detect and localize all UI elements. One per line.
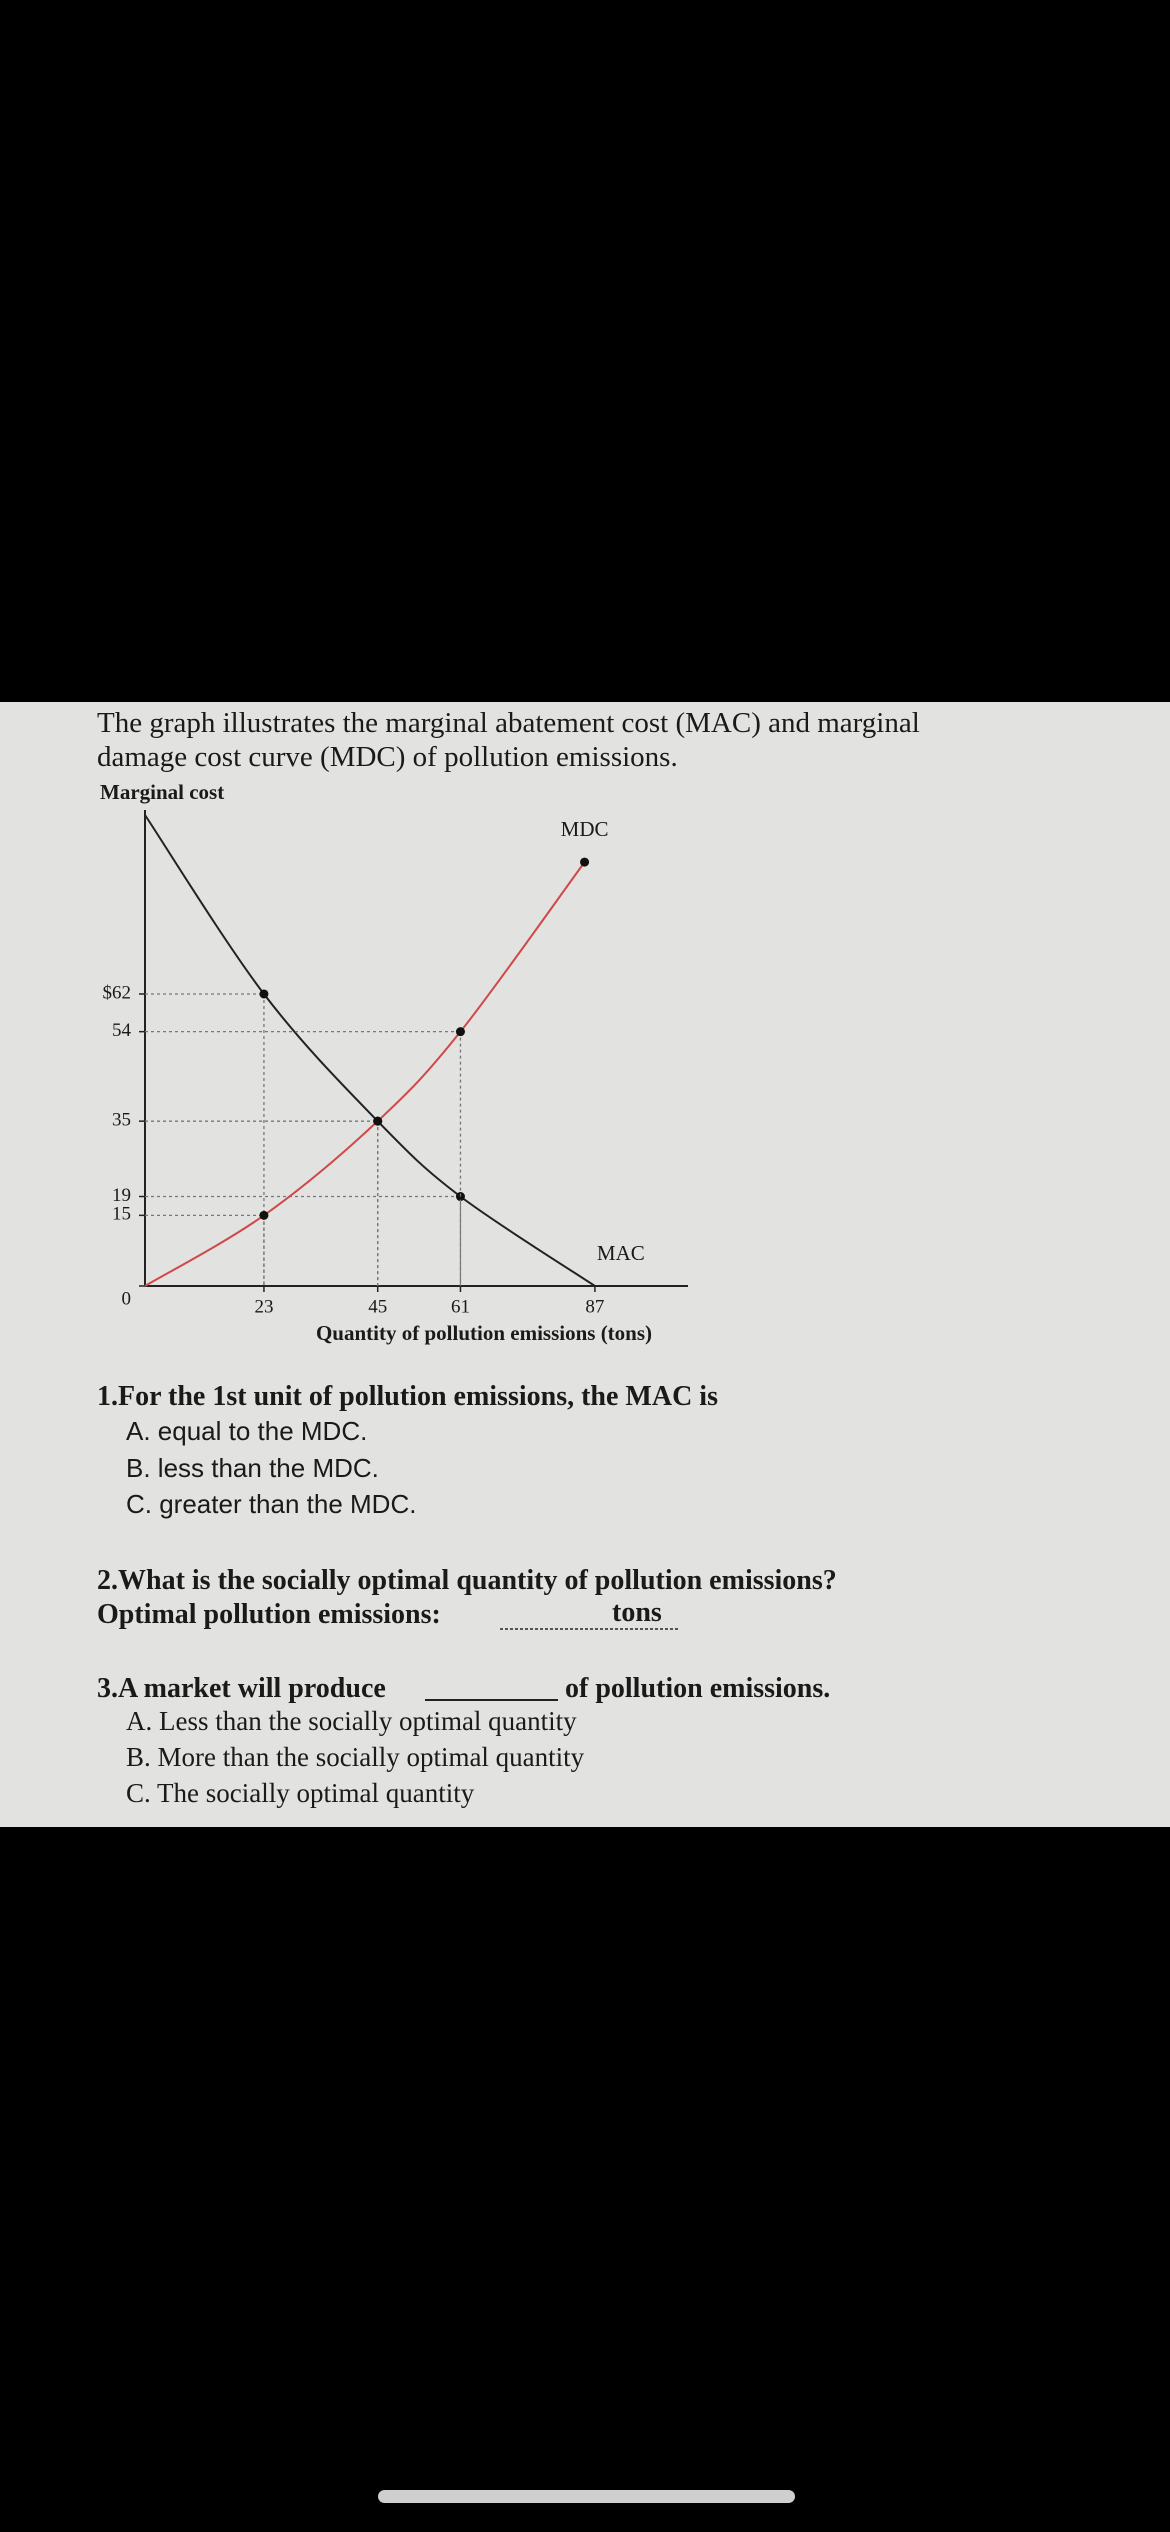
y-tick-label: $62 xyxy=(103,982,132,1003)
x-tick-label: 61 xyxy=(451,1296,470,1317)
option: C. greater than the MDC. xyxy=(126,1489,416,1519)
option: C. The socially optimal quantity xyxy=(126,1778,475,1808)
y-tick-label: 35 xyxy=(112,1110,131,1131)
answer-label: Optimal pollution emissions: xyxy=(97,1599,441,1630)
question-prompt: 1.For the 1st unit of pollution emission… xyxy=(97,1381,718,1412)
x-tick-label: 87 xyxy=(585,1296,604,1317)
curve-label: MAC xyxy=(597,1241,645,1265)
question-prompt: 2.What is the socially optimal quantity … xyxy=(97,1565,837,1596)
x-tick-label: 45 xyxy=(368,1296,387,1317)
option: B. More than the socially optimal quanti… xyxy=(126,1742,585,1772)
point xyxy=(259,989,269,999)
curve xyxy=(144,814,596,1287)
y-tick-label: 19 xyxy=(112,1185,131,1206)
point xyxy=(455,1027,465,1037)
point xyxy=(580,857,590,867)
y-tick-label: 0 xyxy=(122,1288,132,1309)
y-tick-label: 54 xyxy=(112,1020,132,1041)
title-line: The graph illustrates the marginal abate… xyxy=(97,707,920,739)
unit: tons xyxy=(612,1597,662,1628)
x-tick-label: 23 xyxy=(254,1296,273,1317)
option: A. equal to the MDC. xyxy=(126,1416,367,1446)
point xyxy=(373,1116,383,1126)
question-prompt: 3.A market will produce xyxy=(97,1673,386,1704)
title-line: damage cost curve (MDC) of pollution emi… xyxy=(97,741,678,773)
question-prompt: of pollution emissions. xyxy=(565,1673,830,1704)
y-tick-label: 15 xyxy=(112,1204,131,1225)
x-axis-label: Quantity of pollution emissions (tons) xyxy=(316,1321,652,1345)
point xyxy=(259,1210,269,1220)
option: A. Less than the socially optimal quanti… xyxy=(126,1706,577,1736)
y-axis-label: Marginal cost xyxy=(100,780,224,804)
worksheet-photo xyxy=(0,702,1170,1827)
curve-label: MDC xyxy=(561,817,609,841)
option: B. less than the MDC. xyxy=(126,1453,379,1483)
home-indicator xyxy=(378,2490,795,2503)
